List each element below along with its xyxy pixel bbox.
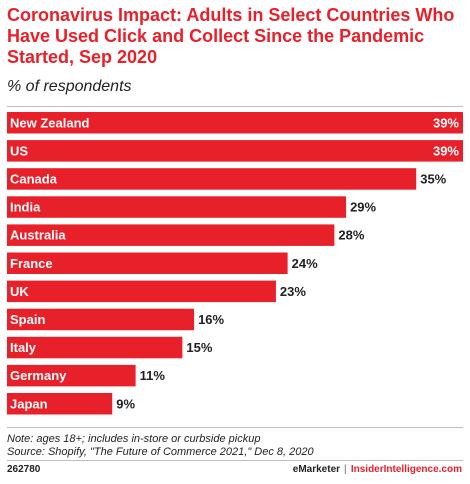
bar-germany xyxy=(7,364,136,387)
bar-chart: New Zealand 39% US 39% Canada 35% India 29% Aust… xyxy=(7,112,463,415)
category-label-canada: Canada xyxy=(10,171,58,186)
category-label-japan: Japan xyxy=(10,396,48,411)
value-label-uk: 23% xyxy=(280,284,306,299)
chart-subtitle: % of respondents xyxy=(7,78,132,95)
category-label-italy: Italy xyxy=(10,340,37,355)
value-label-canada: 35% xyxy=(420,171,446,186)
bar-japan xyxy=(7,393,113,415)
category-label-us: US xyxy=(10,143,28,158)
bar-canada xyxy=(7,168,417,190)
chart-notes: Note: ages 18+; includes in-store or cur… xyxy=(7,433,314,459)
brand-separator: | xyxy=(344,464,347,475)
source-text: Source: Shopify, "The Future of Commerce… xyxy=(7,446,314,458)
value-label-spain: 16% xyxy=(198,312,224,327)
brand-site: InsiderIntelligence.com xyxy=(350,464,462,475)
note-text: Note: ages 18+; includes in-store or cur… xyxy=(7,433,261,445)
value-label-italy: 15% xyxy=(186,340,212,355)
bar-us xyxy=(7,140,463,162)
value-label-us: 39% xyxy=(433,143,459,158)
category-label-new-zealand: New Zealand xyxy=(10,115,90,130)
bar-italy xyxy=(7,336,183,359)
value-label-australia: 28% xyxy=(338,228,364,243)
chart-title: Coronavirus Impact: Adults in Select Cou… xyxy=(7,5,455,67)
top-divider xyxy=(7,106,463,107)
footer-divider xyxy=(7,460,463,461)
value-label-india: 29% xyxy=(350,200,376,215)
footer-brand: eMarketer | InsiderIntelligence.com xyxy=(293,464,462,475)
category-label-uk: UK xyxy=(10,284,29,299)
brand-name: eMarketer xyxy=(292,464,341,475)
category-label-australia: Australia xyxy=(10,228,66,243)
category-label-france: France xyxy=(10,256,53,271)
bar-australia xyxy=(7,224,335,246)
value-label-japan: 9% xyxy=(116,396,135,411)
value-label-france: 24% xyxy=(292,256,318,271)
bar-uk xyxy=(7,280,276,303)
bottom-divider xyxy=(7,427,463,428)
bar-spain xyxy=(7,308,195,331)
value-label-new-zealand: 39% xyxy=(433,115,459,130)
chart-id: 262780 xyxy=(7,464,41,475)
bar-india xyxy=(7,196,347,218)
value-label-germany: 11% xyxy=(140,368,166,383)
category-label-india: India xyxy=(10,200,41,215)
bar-new-zealand xyxy=(7,112,463,134)
category-label-germany: Germany xyxy=(10,368,67,383)
category-label-spain: Spain xyxy=(10,312,45,327)
bar-france xyxy=(7,252,288,274)
